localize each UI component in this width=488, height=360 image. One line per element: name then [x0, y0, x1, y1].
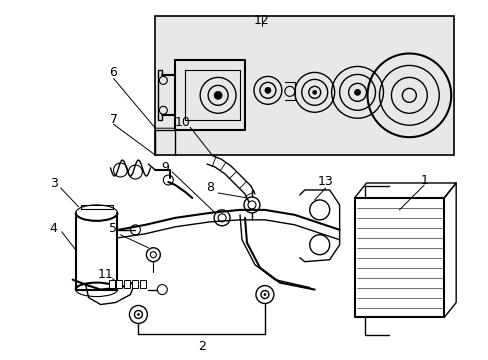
Circle shape — [354, 89, 360, 95]
Circle shape — [214, 91, 222, 99]
Bar — [132, 280, 138, 288]
Text: 2: 2 — [198, 340, 205, 353]
Circle shape — [312, 90, 316, 94]
Text: 8: 8 — [206, 181, 214, 194]
Text: 12: 12 — [254, 14, 269, 27]
Bar — [155, 15, 453, 155]
Text: 11: 11 — [98, 268, 113, 281]
Circle shape — [137, 314, 139, 315]
Text: 1: 1 — [420, 174, 427, 186]
Bar — [116, 280, 122, 288]
Text: 9: 9 — [161, 161, 169, 174]
Bar — [108, 280, 114, 288]
Bar — [140, 280, 146, 288]
Circle shape — [264, 293, 265, 296]
Text: 10: 10 — [174, 116, 190, 129]
Text: 13: 13 — [317, 175, 333, 189]
Circle shape — [264, 87, 270, 93]
Text: 7: 7 — [109, 113, 117, 126]
Text: 4: 4 — [50, 222, 58, 235]
Text: 3: 3 — [50, 177, 58, 190]
Text: 6: 6 — [109, 66, 117, 79]
Bar — [124, 280, 130, 288]
Text: 5: 5 — [108, 222, 116, 235]
